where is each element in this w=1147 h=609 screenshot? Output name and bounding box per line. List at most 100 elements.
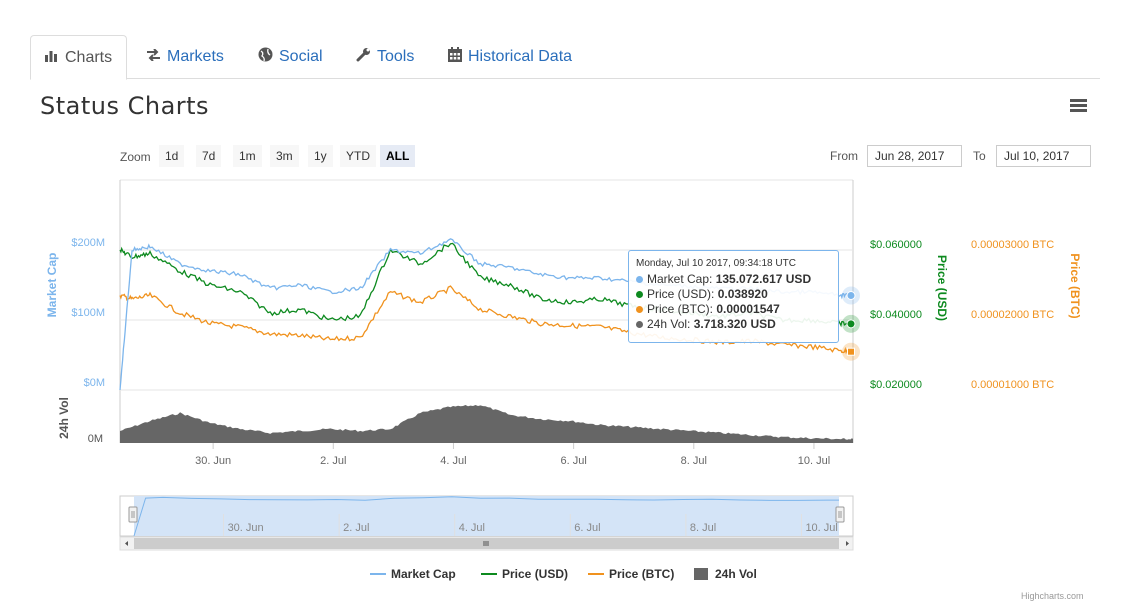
price-usd-axis-tick: $0.020000 xyxy=(870,379,922,391)
legend-item-price-usd[interactable]: Price (USD) xyxy=(481,566,568,582)
bar-chart-icon xyxy=(45,49,59,67)
navigator-tick-label: 8. Jul xyxy=(690,522,716,534)
price-btc-marker xyxy=(847,347,855,356)
tooltip-value: 0.00001547 xyxy=(716,302,780,316)
legend-label: Market Cap xyxy=(391,567,456,581)
tooltip-value: 0.038920 xyxy=(717,287,768,301)
legend-item-price-btc[interactable]: Price (BTC) xyxy=(588,566,674,582)
navigator-ticks: 30. Jun 2. Jul 4. Jul 6. Jul 8. Jul 10. Jul xyxy=(223,514,838,536)
navigator-right-handle[interactable] xyxy=(835,506,845,523)
tab-label: Tools xyxy=(377,48,415,65)
legend-label: Price (BTC) xyxy=(609,567,675,581)
navigator-left-handle[interactable] xyxy=(128,506,138,523)
zoom-3m-button[interactable]: 3m xyxy=(270,145,299,167)
from-label: From xyxy=(830,149,858,163)
x-tick-label: 2. Jul xyxy=(320,455,346,467)
tab-social[interactable]: Social xyxy=(244,35,337,79)
tab-charts[interactable]: Charts xyxy=(30,35,128,80)
to-date-input[interactable]: Jul 10, 2017 xyxy=(996,145,1091,167)
legend-item-market-cap[interactable]: Market Cap xyxy=(370,566,456,582)
price-btc-dot-icon xyxy=(636,306,643,313)
page-title: Status Charts xyxy=(40,92,210,120)
tooltip-row-market-cap: Market Cap: 135.072.617 USD xyxy=(636,272,831,287)
zoom-7d-button[interactable]: 7d xyxy=(196,145,222,167)
navigator-tick-label: 6. Jul xyxy=(574,522,600,534)
navigator-tick-label: 4. Jul xyxy=(459,522,485,534)
tab-label: Charts xyxy=(65,48,113,66)
calendar-icon xyxy=(448,47,462,67)
price-btc-axis-title: Price (BTC) xyxy=(1068,253,1082,318)
legend-box-icon xyxy=(694,568,708,580)
legend-label: 24h Vol xyxy=(715,567,757,581)
to-label: To xyxy=(973,149,986,163)
x-tick-label: 30. Jun xyxy=(195,455,231,467)
from-date-input[interactable]: Jun 28, 2017 xyxy=(867,145,962,167)
tooltip-label: 24h Vol xyxy=(647,317,688,331)
price-usd-dot-icon xyxy=(636,291,643,298)
market-cap-axis-title: Market Cap xyxy=(45,253,59,318)
tooltip-label: Price (BTC) xyxy=(647,302,710,316)
navigator-tick-label: 30. Jun xyxy=(228,522,264,534)
zoom-1m-button[interactable]: 1m xyxy=(233,145,262,167)
price-usd-axis-title: Price (USD) xyxy=(935,255,949,321)
scroll-right-arrow-icon[interactable] xyxy=(846,541,849,546)
navigator-tick-label: 10. Jul xyxy=(805,522,837,534)
market-cap-marker xyxy=(846,291,856,300)
highcharts-credits-link[interactable]: Highcharts.com xyxy=(1021,591,1084,601)
zoom-1y-button[interactable]: 1y xyxy=(308,145,333,167)
tab-label: Social xyxy=(279,48,323,65)
tooltip-row-24h-vol: 24h Vol: 3.718.320 USD xyxy=(636,317,831,332)
legend-line-icon xyxy=(588,573,604,575)
chart-tooltip: Monday, Jul 10 2017, 09:34:18 UTC Market… xyxy=(628,250,839,343)
x-tick-label: 6. Jul xyxy=(560,455,586,467)
legend-line-icon xyxy=(370,573,386,575)
scrollbar-grip-icon xyxy=(483,541,489,546)
market-cap-axis-tick: $100M xyxy=(71,307,105,319)
zoom-1d-button[interactable]: 1d xyxy=(159,145,185,167)
zoom-all-button[interactable]: ALL xyxy=(380,145,416,167)
x-tick-label: 8. Jul xyxy=(681,455,707,467)
market-cap-axis-tick: $200M xyxy=(71,237,105,249)
navigator-line xyxy=(133,496,839,537)
volume-axis-title: 24h Vol xyxy=(57,397,71,439)
tooltip-value: 135.072.617 USD xyxy=(715,272,812,286)
x-tick-label: 10. Jul xyxy=(798,455,830,467)
x-axis-ticks: 30. Jun 2. Jul 4. Jul 6. Jul 8. Jul 10. Jul xyxy=(195,443,830,467)
volume-axis-tick: 0M xyxy=(88,433,103,445)
legend-label: Price (USD) xyxy=(502,567,569,581)
navigator-tick-label: 2. Jul xyxy=(343,522,369,534)
price-usd-axis-tick: $0.040000 xyxy=(870,309,922,321)
tooltip-header: Monday, Jul 10 2017, 09:34:18 UTC xyxy=(636,258,796,269)
price-btc-axis-tick: 0.00003000 BTC xyxy=(971,239,1054,251)
hamburger-menu-icon[interactable] xyxy=(1070,99,1087,112)
tooltip-label: Price (USD) xyxy=(647,287,712,301)
wrench-icon xyxy=(356,47,371,67)
price-usd-axis-tick: $0.060000 xyxy=(870,239,922,251)
tooltip-row-price-usd: Price (USD): 0.038920 xyxy=(636,287,831,302)
navigator-series xyxy=(133,496,839,537)
tab-historical-data[interactable]: Historical Data xyxy=(434,35,586,79)
legend-line-icon xyxy=(481,573,497,575)
tab-markets[interactable]: Markets xyxy=(132,35,238,79)
navigator-selection[interactable] xyxy=(134,496,839,536)
axis-labels: $0M $100M $200M $0.020000 $0.040000 $0.060000… xyxy=(45,237,1082,445)
globe-icon xyxy=(258,47,273,67)
zoom-label: Zoom xyxy=(120,150,151,164)
market-cap-dot-icon xyxy=(636,276,643,283)
tooltip-row-price-btc: Price (BTC): 0.00001547 xyxy=(636,302,831,317)
price-usd-marker xyxy=(846,319,856,329)
tooltip-value: 3.718.320 USD xyxy=(693,317,776,331)
legend-item-24h-vol[interactable]: 24h Vol xyxy=(694,566,757,582)
volume-area xyxy=(120,405,853,443)
price-btc-axis-tick: 0.00002000 BTC xyxy=(971,309,1054,321)
exchange-icon xyxy=(146,48,161,66)
tab-tools[interactable]: Tools xyxy=(342,35,428,79)
price-btc-axis-tick: 0.00001000 BTC xyxy=(971,379,1054,391)
volume-dot-icon xyxy=(636,321,643,328)
zoom-ytd-button[interactable]: YTD xyxy=(340,145,376,167)
tab-label: Historical Data xyxy=(468,48,573,65)
scroll-left-arrow-icon[interactable] xyxy=(125,541,128,546)
tab-bar: Charts Markets Social Tools Historical D… xyxy=(30,35,1100,80)
tooltip-label: Market Cap xyxy=(647,272,710,286)
